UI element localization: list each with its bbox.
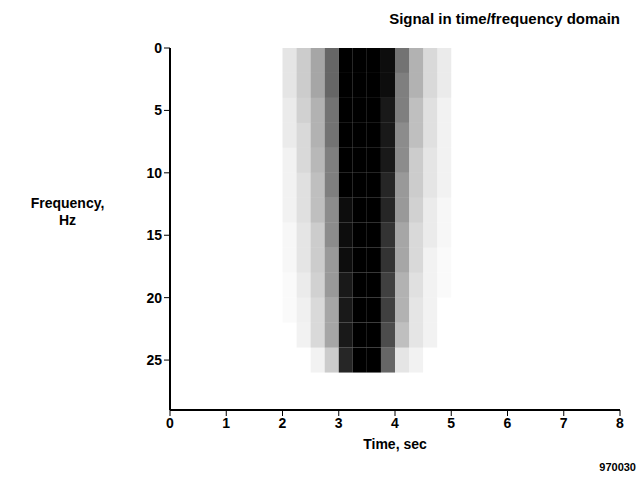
- svg-text:3: 3: [335, 415, 343, 431]
- svg-text:0: 0: [166, 415, 174, 431]
- html-text:Time, sec: Time, sec: [363, 436, 427, 452]
- html-text:Frequency,: Frequency,: [30, 195, 105, 211]
- svg-text:6: 6: [504, 415, 512, 431]
- svg-text:2: 2: [279, 415, 287, 431]
- html-text:970030: 970030: [599, 461, 636, 473]
- html-text:Signal in time/frequency domai: Signal in time/frequency domain: [389, 10, 620, 27]
- svg-text:10: 10: [146, 165, 162, 181]
- svg-text:0: 0: [154, 40, 162, 56]
- svg-text:7: 7: [560, 415, 568, 431]
- svg-text:4: 4: [391, 415, 399, 431]
- svg-text:25: 25: [146, 352, 162, 368]
- svg-text:20: 20: [146, 290, 162, 306]
- svg-text:8: 8: [616, 415, 624, 431]
- svg-text:15: 15: [146, 227, 162, 243]
- svg-text:5: 5: [447, 415, 455, 431]
- html-text:Hz: Hz: [58, 212, 77, 228]
- svg-text:5: 5: [154, 102, 162, 118]
- svg-text:1: 1: [222, 415, 230, 431]
